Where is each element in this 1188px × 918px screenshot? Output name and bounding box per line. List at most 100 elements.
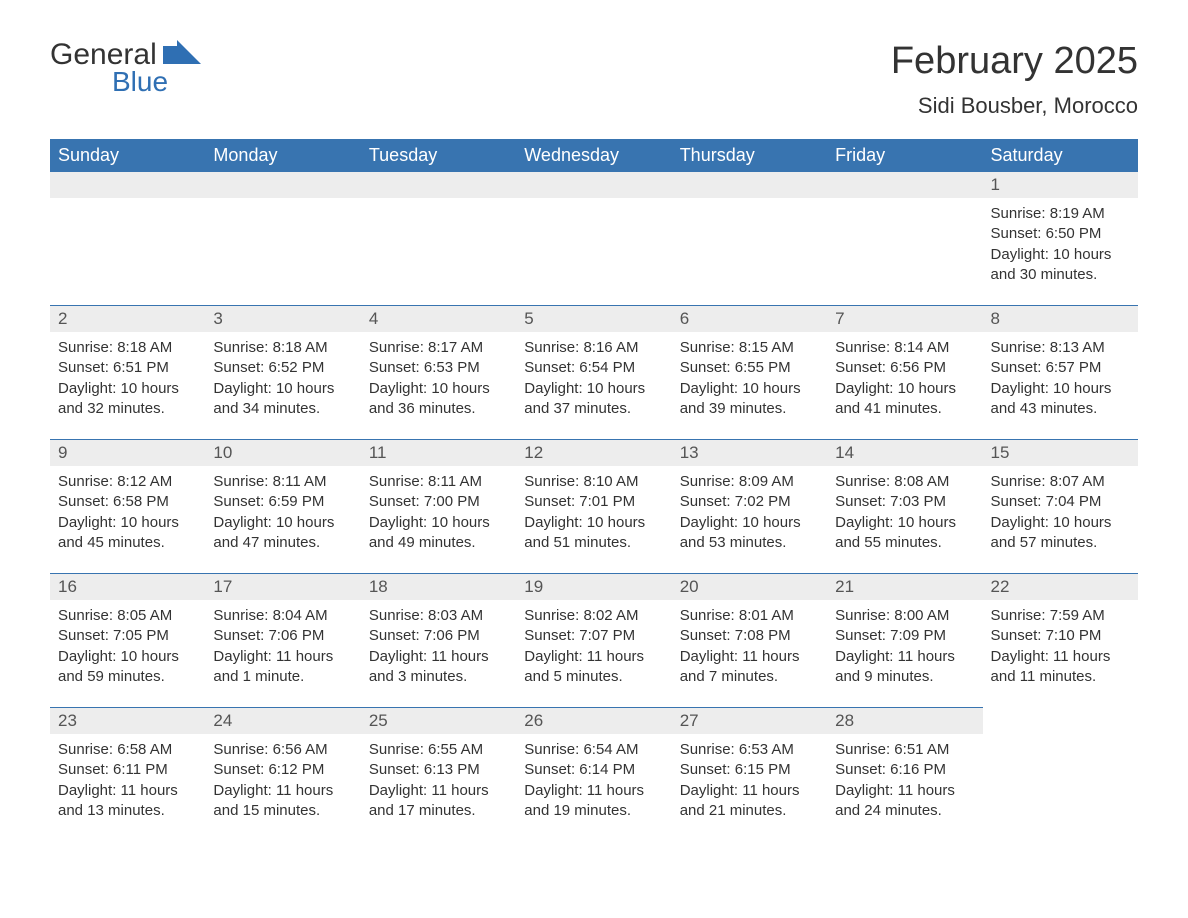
daylight-text: Daylight: 10 hours and 41 minutes. xyxy=(835,379,974,420)
day-content: Sunrise: 8:19 AMSunset: 6:50 PMDaylight:… xyxy=(991,204,1130,285)
daylight-text: Daylight: 11 hours and 24 minutes. xyxy=(835,781,974,822)
sunrise-text: Sunrise: 8:15 AM xyxy=(680,338,819,358)
day-content: Sunrise: 8:17 AMSunset: 6:53 PMDaylight:… xyxy=(369,338,508,419)
calendar-cell: 4Sunrise: 8:17 AMSunset: 6:53 PMDaylight… xyxy=(361,305,516,439)
daylight-text: Daylight: 10 hours and 36 minutes. xyxy=(369,379,508,420)
sunset-text: Sunset: 7:05 PM xyxy=(58,626,197,646)
sunset-text: Sunset: 6:11 PM xyxy=(58,760,197,780)
sunset-text: Sunset: 7:03 PM xyxy=(835,492,974,512)
month-title: February 2025 xyxy=(891,40,1138,83)
calendar-cell: 7 Sunrise: 8:14 AMSunset: 6:56 PMDaylight… xyxy=(827,305,982,439)
daylight-text: Daylight: 10 hours and 45 minutes. xyxy=(58,513,197,554)
sunset-text: Sunset: 7:01 PM xyxy=(524,492,663,512)
sunrise-text: Sunrise: 8:19 AM xyxy=(991,204,1130,224)
day-number: 7 xyxy=(827,305,982,332)
calendar-cell: 2Sunrise: 8:18 AMSunset: 6:51 PMDaylight… xyxy=(50,305,205,439)
sunset-text: Sunset: 6:50 PM xyxy=(991,224,1130,244)
sunrise-text: Sunrise: 8:04 AM xyxy=(213,606,352,626)
weekday-header: Sunday xyxy=(50,139,205,172)
empty-day-bar xyxy=(672,172,827,198)
empty-day-bar xyxy=(361,172,516,198)
daylight-text: Daylight: 10 hours and 53 minutes. xyxy=(680,513,819,554)
daylight-text: Daylight: 11 hours and 5 minutes. xyxy=(524,647,663,688)
sunrise-text: Sunrise: 8:09 AM xyxy=(680,472,819,492)
day-content: Sunrise: 6:58 AMSunset: 6:11 PMDaylight:… xyxy=(58,740,197,821)
daylight-text: Daylight: 10 hours and 39 minutes. xyxy=(680,379,819,420)
sunset-text: Sunset: 6:58 PM xyxy=(58,492,197,512)
day-content: Sunrise: 6:53 AMSunset: 6:15 PMDaylight:… xyxy=(680,740,819,821)
empty-day-bar xyxy=(50,172,205,198)
day-content: Sunrise: 6:55 AMSunset: 6:13 PMDaylight:… xyxy=(369,740,508,821)
empty-day-bar xyxy=(205,172,360,198)
day-content: Sunrise: 8:02 AMSunset: 7:07 PMDaylight:… xyxy=(524,606,663,687)
daylight-text: Daylight: 11 hours and 17 minutes. xyxy=(369,781,508,822)
calendar-cell xyxy=(672,172,827,305)
day-number: 25 xyxy=(361,707,516,734)
day-number: 17 xyxy=(205,573,360,600)
daylight-text: Daylight: 10 hours and 59 minutes. xyxy=(58,647,197,688)
day-number: 14 xyxy=(827,439,982,466)
sunset-text: Sunset: 6:16 PM xyxy=(835,760,974,780)
calendar-cell: 19 Sunrise: 8:02 AMSunset: 7:07 PMDayligh… xyxy=(516,573,671,707)
day-content: Sunrise: 8:16 AMSunset: 6:54 PMDaylight:… xyxy=(524,338,663,419)
day-number: 18 xyxy=(361,573,516,600)
day-number: 2 xyxy=(50,305,205,332)
sunrise-text: Sunrise: 8:02 AM xyxy=(524,606,663,626)
day-number: 20 xyxy=(672,573,827,600)
calendar-week-row: 2Sunrise: 8:18 AMSunset: 6:51 PMDaylight… xyxy=(50,305,1138,439)
sunrise-text: Sunrise: 8:07 AM xyxy=(991,472,1130,492)
calendar-cell: 26Sunrise: 6:54 AMSunset: 6:14 PMDayligh… xyxy=(516,707,671,841)
day-number: 26 xyxy=(516,707,671,734)
daylight-text: Daylight: 10 hours and 47 minutes. xyxy=(213,513,352,554)
day-content: Sunrise: 8:13 AMSunset: 6:57 PMDaylight:… xyxy=(991,338,1130,419)
sunset-text: Sunset: 6:53 PM xyxy=(369,358,508,378)
empty-day-bar xyxy=(516,172,671,198)
sunset-text: Sunset: 6:54 PM xyxy=(524,358,663,378)
calendar-cell xyxy=(50,172,205,305)
calendar-cell: 24Sunrise: 6:56 AMSunset: 6:12 PMDayligh… xyxy=(205,707,360,841)
logo-flag-icon xyxy=(163,40,201,68)
sunset-text: Sunset: 7:10 PM xyxy=(991,626,1130,646)
sunrise-text: Sunrise: 7:59 AM xyxy=(991,606,1130,626)
calendar-cell: 5 Sunrise: 8:16 AMSunset: 6:54 PMDaylight… xyxy=(516,305,671,439)
sunrise-text: Sunrise: 8:18 AM xyxy=(213,338,352,358)
calendar-cell: 27Sunrise: 6:53 AMSunset: 6:15 PMDayligh… xyxy=(672,707,827,841)
daylight-text: Daylight: 11 hours and 15 minutes. xyxy=(213,781,352,822)
day-content: Sunrise: 7:59 AMSunset: 7:10 PMDaylight:… xyxy=(991,606,1130,687)
daylight-text: Daylight: 10 hours and 30 minutes. xyxy=(991,245,1130,286)
sunrise-text: Sunrise: 8:12 AM xyxy=(58,472,197,492)
sunrise-text: Sunrise: 8:18 AM xyxy=(58,338,197,358)
calendar-cell xyxy=(516,172,671,305)
sunset-text: Sunset: 7:04 PM xyxy=(991,492,1130,512)
day-number: 24 xyxy=(205,707,360,734)
day-number: 16 xyxy=(50,573,205,600)
daylight-text: Daylight: 11 hours and 11 minutes. xyxy=(991,647,1130,688)
calendar-cell: 15Sunrise: 8:07 AMSunset: 7:04 PMDayligh… xyxy=(983,439,1138,573)
day-content: Sunrise: 8:08 AMSunset: 7:03 PMDaylight:… xyxy=(835,472,974,553)
calendar-cell: 25 Sunrise: 6:55 AMSunset: 6:13 PMDayligh… xyxy=(361,707,516,841)
day-number: 5 xyxy=(516,305,671,332)
sunset-text: Sunset: 7:00 PM xyxy=(369,492,508,512)
sunrise-text: Sunrise: 8:01 AM xyxy=(680,606,819,626)
day-number: 6 xyxy=(672,305,827,332)
calendar-cell: 12Sunrise: 8:10 AMSunset: 7:01 PMDayligh… xyxy=(516,439,671,573)
calendar-cell: 6Sunrise: 8:15 AMSunset: 6:55 PMDaylight… xyxy=(672,305,827,439)
weekday-header-row: SundayMondayTuesdayWednesdayThursdayFrid… xyxy=(50,139,1138,172)
day-content: Sunrise: 8:11 AMSunset: 6:59 PMDaylight:… xyxy=(213,472,352,553)
day-content: Sunrise: 8:14 AMSunset: 6:56 PMDaylight:… xyxy=(835,338,974,419)
day-number: 19 xyxy=(516,573,671,600)
day-number: 22 xyxy=(983,573,1138,600)
day-content: Sunrise: 8:00 AMSunset: 7:09 PMDaylight:… xyxy=(835,606,974,687)
weekday-header: Monday xyxy=(205,139,360,172)
sunset-text: Sunset: 7:02 PM xyxy=(680,492,819,512)
sunset-text: Sunset: 7:08 PM xyxy=(680,626,819,646)
day-content: Sunrise: 8:07 AMSunset: 7:04 PMDaylight:… xyxy=(991,472,1130,553)
calendar-cell: 23Sunrise: 6:58 AMSunset: 6:11 PMDayligh… xyxy=(50,707,205,841)
calendar-cell: 21Sunrise: 8:00 AMSunset: 7:09 PMDayligh… xyxy=(827,573,982,707)
calendar-cell: 20Sunrise: 8:01 AMSunset: 7:08 PMDayligh… xyxy=(672,573,827,707)
sunset-text: Sunset: 6:56 PM xyxy=(835,358,974,378)
logo-blue-text: Blue xyxy=(112,68,201,96)
calendar-cell: 1 Sunrise: 8:19 AMSunset: 6:50 PMDaylight… xyxy=(983,172,1138,305)
day-number: 1 xyxy=(983,172,1138,198)
title-block: February 2025 Sidi Bousber, Morocco xyxy=(891,40,1138,119)
